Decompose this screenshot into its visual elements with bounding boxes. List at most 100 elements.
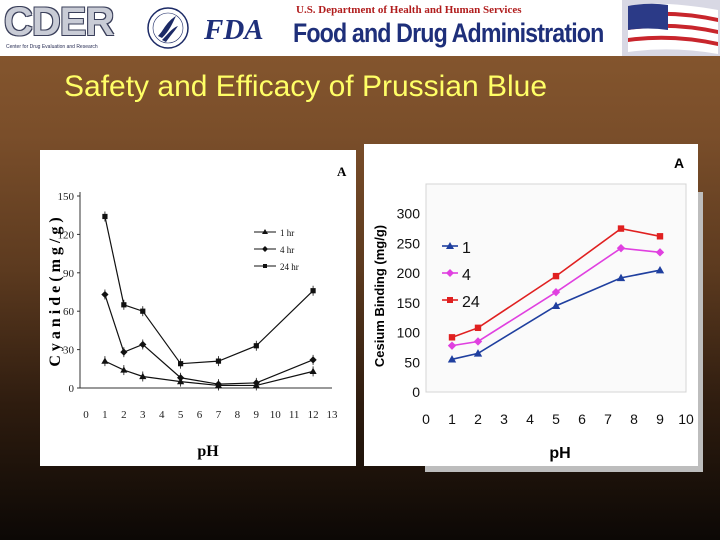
x-tick-label: 7	[604, 411, 612, 427]
legend-label: 1 hr	[280, 228, 294, 238]
data-point	[447, 341, 457, 350]
data-point	[656, 233, 664, 240]
cesium-chart-figure: A 0 1 2 3 4 5 6 7 8 9 10 0 50 100 150 200 250 300 pH Cesium …	[364, 144, 698, 466]
data-point	[139, 372, 147, 380]
x-tick-label: 1	[448, 411, 456, 427]
data-point	[655, 265, 665, 274]
data-point	[617, 225, 625, 232]
x-tick-label: 10	[270, 409, 282, 421]
x-tick-label: 8	[630, 411, 638, 427]
legend-label: 4 hr	[280, 245, 294, 255]
y-tick-label: 0	[412, 384, 420, 400]
data-point	[102, 213, 108, 220]
hhs-seal-icon	[147, 7, 189, 49]
y-axis-label: Cesium Binding (mg/g)	[372, 225, 387, 367]
fda-logo: FDA	[202, 12, 274, 44]
data-point	[551, 301, 561, 310]
x-tick-label: 6	[578, 411, 586, 427]
x-tick-label: 3	[500, 411, 508, 427]
x-tick-label: 10	[678, 411, 694, 427]
y-tick-label: 50	[404, 354, 420, 370]
data-point	[310, 288, 316, 294]
cder-wordmark: CDER	[4, 0, 114, 44]
x-tick-label: 5	[178, 409, 184, 421]
y-tick-label: 90	[63, 268, 75, 280]
y-tick-label: 150	[58, 191, 75, 203]
data-point	[616, 243, 626, 253]
x-tick-label: 7	[216, 409, 222, 421]
x-tick-label: 4	[159, 409, 165, 421]
data-point	[309, 356, 317, 364]
data-point	[177, 374, 185, 382]
y-axis-label: C y a n i d e ( m g / g )	[47, 217, 64, 366]
x-tick-label: 5	[552, 411, 560, 427]
x-axis-label: pH	[549, 445, 570, 462]
legend-marker	[447, 297, 453, 303]
series-line	[104, 294, 314, 385]
legend-marker	[446, 242, 454, 249]
x-tick-label: 12	[308, 409, 319, 421]
x-tick-label: 0	[422, 411, 430, 427]
data-point	[101, 290, 109, 299]
x-tick-label: 4	[526, 411, 534, 427]
legend-label: 24	[462, 294, 480, 311]
x-tick-label: 9	[254, 409, 260, 421]
data-point	[473, 337, 483, 346]
x-tick-label: 13	[327, 409, 339, 421]
data-point	[552, 272, 560, 280]
x-tick-label: 0	[83, 409, 89, 421]
cder-logo: CDER Center for Drug Evaluation and Rese…	[4, 2, 136, 52]
cesium-chart: A0 1 2 3 4 5 6 7 8 9 10050100150200250300pHCesium …	[372, 155, 694, 462]
header-banner: CDER Center for Drug Evaluation and Rese…	[0, 0, 720, 56]
y-tick-label: 0	[69, 383, 75, 395]
x-tick-label: 6	[197, 409, 203, 421]
y-tick-label: 30	[63, 345, 75, 357]
data-point	[101, 357, 109, 364]
fda-mark: FDA	[203, 14, 264, 44]
y-tick-label: 300	[397, 206, 421, 222]
data-point	[551, 287, 561, 297]
data-point	[121, 302, 127, 308]
slide-title: Safety and Efficacy of Prussian Blue	[64, 70, 548, 103]
data-point	[252, 379, 260, 387]
legend-marker	[262, 246, 268, 252]
data-point	[120, 366, 128, 373]
y-tick-label: 120	[58, 229, 75, 241]
x-tick-label: 2	[474, 411, 482, 427]
y-tick-label: 150	[397, 295, 421, 311]
data-point	[309, 367, 317, 374]
series-line	[104, 216, 314, 365]
data-point	[253, 343, 259, 349]
panel-label: A	[337, 164, 347, 179]
panel-label: A	[674, 155, 684, 171]
data-point	[655, 248, 665, 257]
data-point	[448, 334, 456, 341]
legend-marker	[262, 229, 268, 234]
legend-marker	[446, 269, 454, 277]
us-flag-icon	[622, 0, 720, 56]
legend-label: 4	[462, 267, 471, 284]
x-tick-label: 9	[656, 411, 664, 427]
data-point	[178, 361, 184, 367]
x-tick-label: 2	[121, 409, 127, 421]
x-tick-label: 8	[235, 409, 241, 421]
legend-label: 1	[462, 240, 471, 257]
y-tick-label: 100	[397, 325, 421, 341]
legend-marker	[263, 264, 267, 268]
x-tick-label: 3	[140, 409, 146, 421]
x-axis-label: pH	[197, 443, 219, 460]
plot-area	[425, 183, 687, 393]
cder-subtitle: Center for Drug Evaluation and Research	[6, 44, 98, 50]
x-tick-label: 11	[289, 409, 300, 421]
x-tick-label: 1	[102, 409, 108, 421]
y-tick-label: 200	[397, 265, 421, 281]
data-point	[447, 355, 457, 363]
data-point	[473, 349, 483, 357]
data-point	[120, 348, 128, 356]
agency-name: Food and Drug Administration	[293, 18, 604, 48]
cyanide-chart-figure: A 0 1 2 3 4 5 6 7 8 9 10 11 12 13 0 30 60 90 120 150 pH C y a …	[40, 150, 356, 466]
data-point	[140, 308, 146, 314]
series-line	[104, 360, 314, 387]
